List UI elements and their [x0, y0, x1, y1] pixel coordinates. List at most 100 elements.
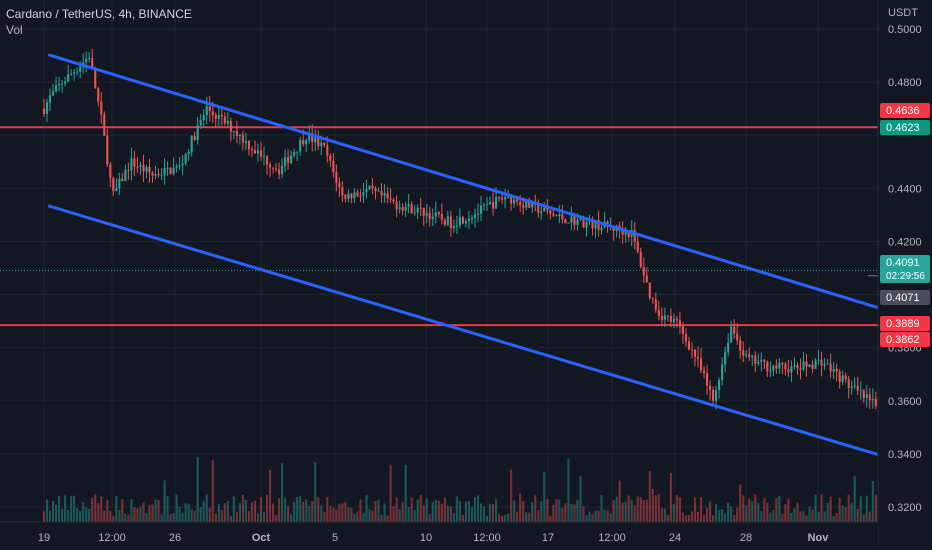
price-label-text: 0.4071: [886, 292, 920, 304]
volume-bar: [473, 497, 477, 522]
candle-body: [841, 375, 844, 382]
time-axis[interactable]: 19 12:00 26 Oct 5 10 12:00 17 12:00 24 28 Nov: [0, 521, 878, 550]
candle-body: [305, 140, 308, 145]
candle-body: [389, 198, 392, 200]
volume-bar: [853, 475, 856, 522]
candle-body: [70, 73, 73, 75]
candle-body: [253, 150, 257, 154]
volume-bar: [410, 497, 413, 522]
volume-bar: [790, 512, 793, 522]
volume-bar: [121, 499, 124, 522]
volume-bar: [79, 510, 82, 522]
candle-body: [160, 175, 163, 177]
volume-bar: [690, 511, 694, 522]
volume-legend[interactable]: Vol: [6, 23, 23, 37]
candle-body: [175, 166, 178, 168]
price-label-bg: [880, 316, 930, 331]
candle-body: [772, 365, 775, 371]
candle-body: [287, 157, 290, 163]
volume-bar: [229, 515, 232, 522]
candle-body: [736, 333, 739, 341]
volume-bar: [118, 510, 121, 522]
volume-bar: [832, 515, 835, 522]
volume-bar: [398, 509, 401, 522]
candle-body: [452, 226, 455, 229]
y-tick-label: 0.3400: [888, 449, 922, 461]
candle-body: [844, 375, 847, 380]
volume-bar: [187, 503, 190, 522]
volume-bar: [368, 509, 371, 522]
candle-body: [413, 212, 416, 214]
candle-body: [347, 193, 350, 199]
volume-bar: [434, 500, 437, 522]
volume-bar: [482, 506, 486, 522]
volume-bar: [796, 502, 799, 522]
candle-body: [742, 350, 745, 356]
chart-header: Cardano / TetherUS, 4h, BINANCE Vol: [6, 6, 192, 38]
descending-channel[interactable]: [47, 53, 932, 514]
volume-bar: [202, 501, 205, 522]
candle-body: [706, 373, 709, 386]
volume-bar: [585, 515, 588, 522]
volume-bar: [772, 510, 775, 522]
candle-body: [142, 165, 145, 172]
candle-body: [118, 178, 121, 188]
candle-body: [495, 197, 498, 209]
volume-bar: [835, 513, 838, 522]
candle-body: [525, 199, 528, 208]
volume-bar: [630, 499, 633, 522]
candle-body: [826, 363, 829, 365]
volume-bar: [757, 503, 760, 522]
volume-bar: [148, 505, 151, 522]
candle-body: [850, 386, 853, 389]
volume-bar: [784, 504, 787, 522]
candle-body: [320, 142, 323, 147]
volume-bar: [594, 510, 597, 522]
candle-body: [832, 368, 835, 372]
volume-bar: [247, 511, 250, 522]
candle-body: [275, 168, 278, 170]
volume-bar: [362, 513, 365, 522]
volume-bar: [440, 503, 443, 522]
volume-bar: [507, 513, 510, 522]
volume-bar: [702, 515, 706, 522]
candle-body: [639, 251, 642, 268]
volume-bar: [443, 497, 446, 522]
candle-body: [513, 199, 516, 204]
volume-bar: [455, 496, 458, 522]
volume-bar: [317, 496, 320, 522]
candle-body: [136, 166, 139, 168]
symbol-title[interactable]: Cardano / TetherUS, 4h, BINANCE: [6, 7, 192, 21]
candle-body: [823, 364, 826, 366]
volume-bar: [196, 457, 199, 522]
volume-bar: [341, 503, 344, 522]
volume-bar: [675, 495, 678, 522]
candle-body: [485, 204, 489, 206]
volume-bar: [847, 494, 850, 522]
candle-body: [401, 207, 404, 211]
candle-body: [296, 151, 299, 153]
candle-body: [166, 167, 169, 169]
candle-body: [278, 169, 281, 175]
volume-bar: [501, 515, 504, 522]
candle-body: [820, 359, 823, 366]
volume-bar: [543, 471, 546, 522]
volume-bar: [721, 508, 724, 522]
volume-bar: [58, 495, 61, 522]
x-tick-label: 12:00: [598, 532, 626, 544]
volume-bar: [133, 507, 136, 522]
candle-body: [600, 227, 603, 231]
volume-bar: [76, 507, 79, 522]
volume-bar: [778, 495, 781, 522]
volume-bar: [663, 508, 666, 522]
candle-body: [226, 120, 229, 124]
volume-bar: [814, 494, 817, 522]
volume-bar: [699, 497, 703, 522]
volume-bar: [347, 507, 350, 522]
volume-bar: [519, 493, 522, 522]
candle-body: [555, 215, 558, 217]
candle-body: [489, 202, 492, 205]
candle-body: [377, 190, 380, 192]
candle-body: [579, 217, 582, 221]
